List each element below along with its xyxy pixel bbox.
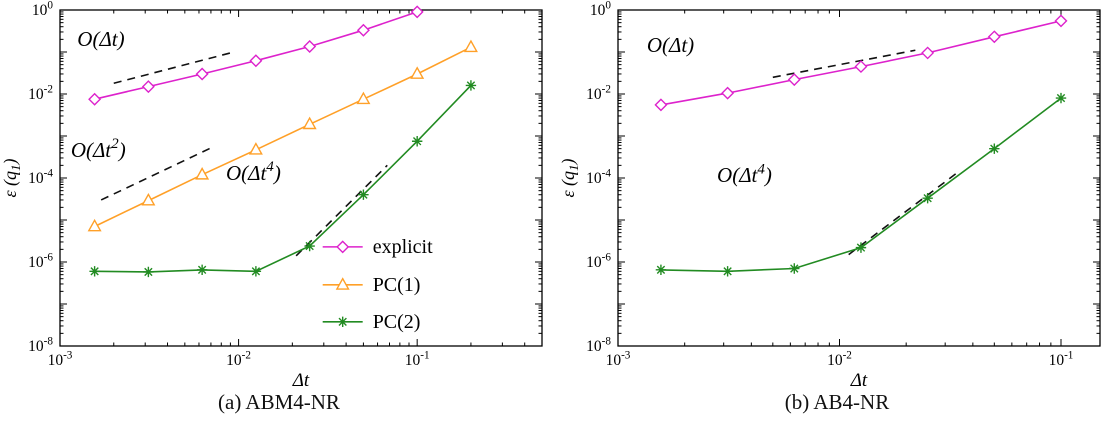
guide-label: O(Δt4) bbox=[717, 161, 772, 187]
y-tick-label: 10-8 bbox=[586, 335, 611, 355]
data-point-marker bbox=[304, 240, 315, 252]
x-tick-label: 10-3 bbox=[606, 349, 631, 369]
legend-marker bbox=[337, 316, 348, 328]
data-point-marker bbox=[303, 40, 317, 54]
chart-a-canvas: 10-3 10-2 10-1 100 10-2 10-4 10-6 10-8 Δt ε (q1) O… bbox=[0, 0, 543, 391]
data-point-marker bbox=[1054, 14, 1068, 28]
series-line bbox=[94, 84, 472, 273]
data-point-marker bbox=[248, 142, 263, 155]
data-point-marker bbox=[721, 86, 735, 100]
data-point-marker bbox=[465, 80, 477, 91]
data-point-marker bbox=[854, 60, 868, 74]
chart-b-canvas: 10-3 10-2 10-1 100 10-2 10-4 10-6 10-8 Δt ε (q1) O… bbox=[558, 0, 1101, 391]
legend: explicit PC(1) PC(2) bbox=[322, 236, 433, 333]
guide-line bbox=[100, 147, 212, 201]
data-point-marker bbox=[88, 92, 102, 106]
data-point-marker bbox=[410, 5, 424, 19]
data-point-marker bbox=[921, 46, 935, 60]
guide-line bbox=[848, 169, 961, 256]
data-point-marker bbox=[141, 80, 155, 94]
data-point-marker bbox=[411, 136, 423, 147]
legend-label: explicit bbox=[373, 236, 433, 258]
series-explicit bbox=[654, 14, 1068, 112]
x-axis-label: Δt bbox=[850, 370, 868, 391]
y-tick-label: 10-8 bbox=[28, 335, 53, 355]
data-point-marker bbox=[249, 54, 263, 68]
guide-label: O(Δt2) bbox=[71, 136, 126, 162]
data-point-marker bbox=[654, 98, 668, 112]
y-tick-label: 10-6 bbox=[28, 251, 53, 271]
data-point-marker bbox=[195, 167, 210, 180]
series-line bbox=[94, 46, 472, 228]
axis-ticks bbox=[617, 9, 1100, 347]
series-explicit bbox=[88, 5, 424, 106]
data-point-marker bbox=[410, 66, 425, 79]
guide-label: O(Δt) bbox=[77, 27, 124, 51]
legend-marker bbox=[336, 240, 350, 254]
series-PC(1) bbox=[87, 39, 478, 232]
y-tick-label: 100 bbox=[590, 0, 612, 19]
series-PC(2) bbox=[655, 92, 1067, 277]
data-point-marker bbox=[143, 266, 154, 278]
y-tick-label: 10-2 bbox=[586, 83, 611, 103]
x-tick-label: 10-2 bbox=[827, 349, 852, 369]
x-tick-label: 10-2 bbox=[226, 349, 251, 369]
data-point-marker bbox=[789, 263, 800, 274]
series-PC(2) bbox=[89, 80, 477, 278]
y-tick-label: 10-2 bbox=[28, 83, 53, 103]
guide-line bbox=[113, 52, 231, 85]
x-tick-label: 10-1 bbox=[405, 349, 430, 369]
x-axis-label: Δt bbox=[292, 370, 310, 391]
y-axis-label: ε (q1) bbox=[0, 158, 23, 197]
y-axis-label: ε (q1) bbox=[558, 158, 581, 197]
data-point-marker bbox=[195, 67, 209, 81]
data-point-marker bbox=[250, 266, 262, 277]
guide-label: O(Δt) bbox=[647, 33, 694, 57]
figure-a: 10-3 10-2 10-1 100 10-2 10-4 10-6 10-8 Δt ε (q1) O… bbox=[0, 0, 543, 414]
data-point-marker bbox=[722, 266, 733, 277]
x-tick-label: 10-1 bbox=[1049, 349, 1074, 369]
guide-line bbox=[772, 49, 916, 79]
legend-marker bbox=[335, 277, 350, 290]
data-point-marker bbox=[87, 218, 102, 232]
data-point-marker bbox=[196, 264, 208, 276]
data-point-marker bbox=[302, 116, 317, 130]
data-point-marker bbox=[655, 264, 667, 276]
y-tick-label: 10-4 bbox=[586, 167, 611, 187]
y-tick-label: 10-4 bbox=[28, 167, 53, 187]
caption-b: (b) AB4-NR bbox=[784, 390, 890, 414]
data-point-marker bbox=[922, 193, 933, 204]
guide-line bbox=[295, 164, 388, 257]
data-point-marker bbox=[787, 73, 801, 87]
axis-ticks bbox=[59, 9, 543, 347]
guide-label: O(Δt4) bbox=[226, 159, 281, 185]
legend-label: PC(2) bbox=[373, 311, 421, 333]
data-point-marker bbox=[356, 91, 371, 105]
plot-frame bbox=[59, 9, 543, 347]
legend-label: PC(1) bbox=[373, 274, 421, 296]
figure-b: 10-3 10-2 10-1 100 10-2 10-4 10-6 10-8 Δt ε (q1) O… bbox=[558, 0, 1116, 429]
data-point-marker bbox=[989, 143, 1000, 154]
data-point-marker bbox=[141, 192, 156, 206]
data-point-marker bbox=[356, 23, 370, 37]
caption-a: (a) ABM4-NR bbox=[218, 390, 340, 414]
x-tick-label: 10-3 bbox=[48, 349, 73, 369]
data-point-marker bbox=[358, 189, 369, 200]
data-point-marker bbox=[1055, 92, 1067, 104]
y-tick-label: 100 bbox=[32, 0, 54, 19]
data-point-marker bbox=[855, 242, 867, 253]
y-tick-label: 10-6 bbox=[586, 251, 611, 271]
data-point-marker bbox=[89, 266, 100, 277]
data-point-marker bbox=[987, 30, 1001, 44]
data-point-marker bbox=[463, 39, 478, 53]
